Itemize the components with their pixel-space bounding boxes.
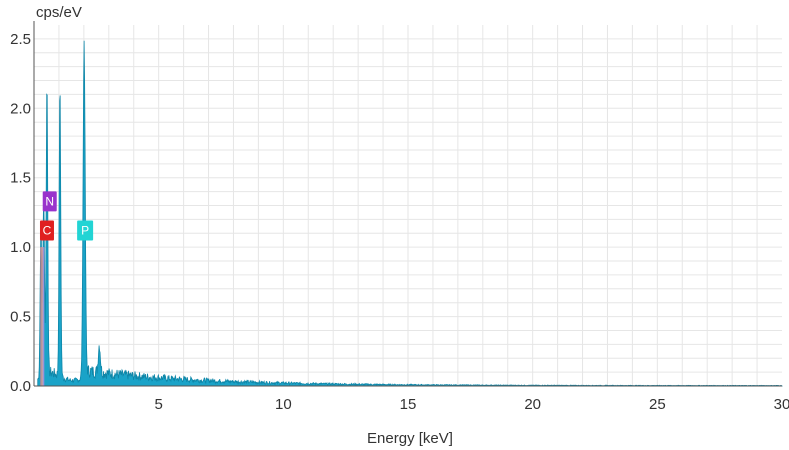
element-marker-box: [77, 220, 94, 241]
element-markers: N C P: [39, 191, 94, 241]
element-marker-n: N: [42, 191, 57, 212]
y-tick-label: 2.5: [10, 31, 31, 48]
element-marker-p: P: [77, 220, 94, 241]
element-marker-label: N: [45, 194, 54, 208]
y-tick-label: 0.5: [10, 309, 31, 326]
x-tick-label: 25: [649, 396, 666, 413]
x-axis-label: Energy [keV]: [367, 430, 453, 447]
spectrum-area: [37, 40, 783, 387]
y-tick-label: 0.0: [10, 378, 31, 395]
grid: [34, 25, 782, 386]
element-marker-box: [42, 191, 57, 212]
y-tick-label: 1.5: [10, 170, 31, 187]
element-marker-box: [39, 220, 54, 241]
x-tick-label: 20: [524, 396, 541, 413]
y-tick-label: 1.0: [10, 239, 31, 256]
element-marker-c: C: [39, 220, 54, 241]
element-marker-label: C: [43, 223, 52, 237]
axes: 5 10 15 20 25 30 0.0 0.5 1.0 1.5 2.0 2.5: [10, 21, 789, 413]
spectrum-series: [37, 40, 783, 387]
element-marker-label: P: [81, 223, 89, 237]
x-tick-label: 5: [154, 396, 162, 413]
x-tick-label: 30: [774, 396, 789, 413]
y-tick-label: 2.0: [10, 100, 31, 117]
x-tick-label: 10: [275, 396, 292, 413]
y-axis-label: cps/eV: [36, 4, 82, 21]
x-tick-label: 15: [400, 396, 417, 413]
